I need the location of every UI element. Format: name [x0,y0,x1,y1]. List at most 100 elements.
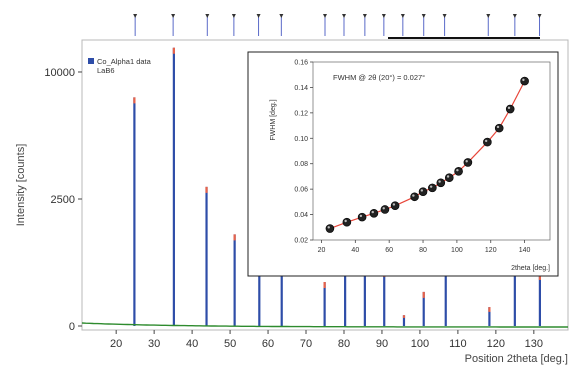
main-x-tick-label: 70 [300,338,312,350]
main-x-tick-label: 40 [186,338,198,350]
reference-marker-row [133,14,542,36]
reference-marker-head [381,14,386,18]
inset-x-tick-label: 60 [385,247,393,254]
inset-y-tick-label: 0.02 [294,238,308,245]
main-y-axis-title: Intensity [counts] [15,144,27,227]
fwhm-point [325,224,335,233]
fwhm-point [444,173,454,182]
inset-x-tick-label: 100 [451,247,463,254]
fwhm-point [483,137,492,147]
main-x-axis-title: Position 2theta [deg.] [465,353,568,365]
fwhm-point-highlight [456,168,459,172]
inset-x-tick-label: 140 [519,247,531,254]
main-y-tick-label: 0 [69,321,75,333]
fwhm-point-highlight [484,139,488,143]
fwhm-point-highlight [392,203,396,206]
legend-label-lab6: LaB6 [97,66,115,75]
main-x-ticks: 20 30 40 50 60 70 80 90 100 110 120 130 [110,330,543,350]
fwhm-point-highlight [522,78,525,82]
main-y-tick-label: 10000 [44,67,75,79]
main-x-tick-label: 100 [411,338,429,350]
fwhm-point [463,158,473,167]
inset-y-ticks: 0.02 0.04 0.06 0.08 0.10 0.12 0.14 0.16 [294,60,313,245]
inset-y-tick-label: 0.12 [294,110,308,117]
reference-marker-head [279,14,284,18]
fwhm-point [380,205,390,214]
fwhm-point [357,212,367,222]
inset-y-axis-title: FWHM [deg.] [270,99,277,140]
inset-y-tick-label: 0.10 [294,136,308,143]
main-x-tick-label: 20 [110,338,122,350]
main-x-tick-label: 110 [449,338,467,350]
inset-x-tick-label: 40 [351,247,359,254]
fwhm-point [369,209,379,218]
reference-marker-head [171,14,176,18]
main-y-tick-label: 2500 [51,194,75,206]
fwhm-point [520,76,529,86]
fwhm-point-highlight [446,175,450,178]
fwhm-point-highlight [438,180,441,183]
inset-plot-area [312,61,551,241]
inset-x-axis-title: 2theta [deg.] [511,265,550,272]
fwhm-point-highlight [429,185,433,188]
inset-x-tick-label: 20 [318,247,326,254]
fwhm-point-highlight [465,160,468,163]
main-x-tick-label: 120 [487,338,505,350]
reference-marker-head [256,14,261,18]
inset-y-tick-label: 0.14 [294,85,308,92]
fwhm-point [494,123,504,133]
main-legend: Co_Alpha1 data LaB6 [88,57,152,75]
inset-y-tick-label: 0.08 [294,161,308,168]
fwhm-point-highlight [382,207,385,210]
inset-y-tick-label: 0.04 [294,212,308,219]
fwhm-point [418,187,428,196]
fwhm-point [454,167,463,176]
reference-marker-head [512,14,517,18]
main-x-tick-label: 30 [148,338,160,350]
reference-marker-head [133,14,138,18]
background-curve [81,322,568,328]
main-x-tick-label: 130 [525,338,543,350]
fwhm-point [505,104,515,114]
main-x-tick-label: 60 [262,338,274,350]
fwhm-point-highlight [412,194,415,197]
main-x-tick-label: 90 [376,338,388,350]
fwhm-point-highlight [371,210,374,214]
inset-x-tick-label: 80 [419,247,427,254]
fwhm-point-highlight [420,189,424,192]
reference-marker-head [231,14,236,18]
fwhm-point [390,201,400,210]
reference-marker-head [341,14,346,18]
inset-x-ticks: 20 40 60 80 100 120 140 [318,240,531,254]
main-x-tick-label: 80 [338,338,350,350]
inset-annotation: FWHM @ 2θ (20°) = 0.027° [333,73,425,82]
fwhm-point [428,183,437,193]
reference-marker-head [323,14,327,18]
main-x-tick-label: 50 [224,338,236,350]
inset-x-tick-label: 120 [485,247,497,254]
fwhm-point-highlight [496,125,500,129]
fwhm-point-highlight [359,214,363,218]
inset-y-tick-label: 0.16 [294,60,308,67]
legend-label-data: Co_Alpha1 data [97,57,152,66]
reference-marker-head [400,14,405,18]
legend-swatch-data [88,58,94,64]
fwhm-point-highlight [327,226,330,229]
reference-marker-head [205,14,210,18]
reference-marker-head [486,14,491,18]
inset-plot: 0.02 0.04 0.06 0.08 0.10 0.12 0.14 0.16 20 40 60 8… [247,51,559,277]
main-y-ticks: 0 2500 10000 [44,67,82,333]
reference-marker-head [362,14,367,18]
reference-marker-head [421,14,426,18]
fwhm-points [325,76,529,233]
fwhm-point-highlight [344,219,347,223]
main-peaks [133,47,542,326]
inset-y-tick-label: 0.06 [294,187,308,194]
reference-marker-head [442,14,447,18]
reference-marker-head [537,14,542,18]
fwhm-point [410,192,419,202]
fwhm-point-highlight [507,106,511,110]
fwhm-point [436,178,446,188]
fwhm-point [342,217,352,227]
